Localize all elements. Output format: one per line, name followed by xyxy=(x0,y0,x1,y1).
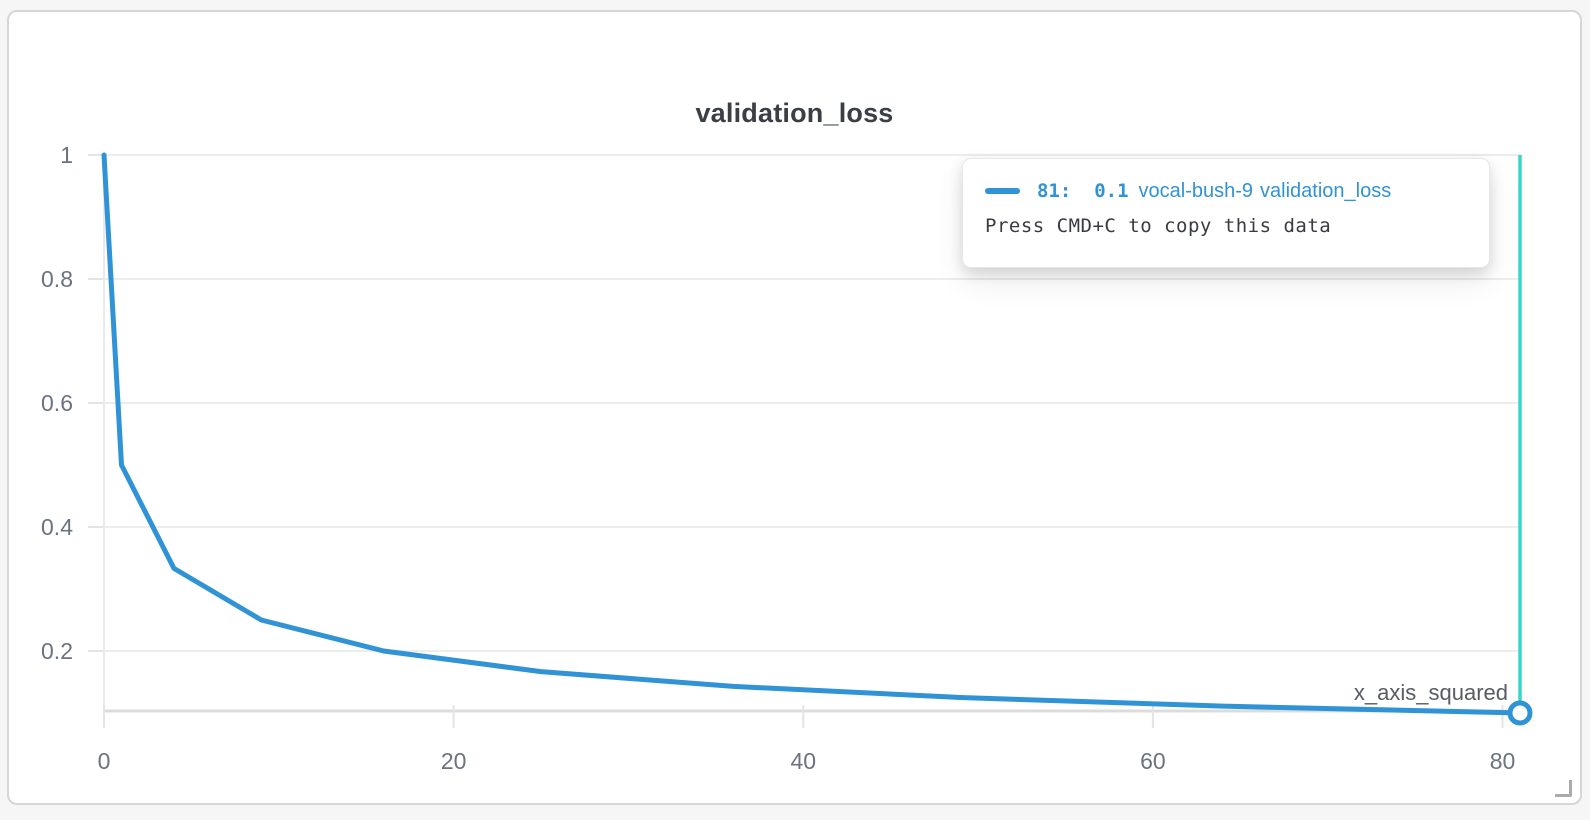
tooltip-run-name: vocal-bush-9 xyxy=(1138,179,1254,202)
series-color-swatch xyxy=(985,188,1020,194)
tooltip-hint: Press CMD+C to copy this data xyxy=(985,215,1332,237)
y-tick-label: 0.4 xyxy=(41,514,73,540)
y-tick-label: 0.8 xyxy=(41,266,73,292)
resize-handle-icon[interactable] xyxy=(1555,780,1572,797)
highlight-point-marker xyxy=(1507,700,1533,726)
hover-tooltip: 81: 0.1 vocal-bush-9 validation_loss Pre… xyxy=(962,158,1490,268)
tooltip-value-row: 81: 0.1 vocal-bush-9 validation_loss xyxy=(985,178,1489,204)
y-tick-label: 0.6 xyxy=(41,390,73,416)
axis-ticks xyxy=(88,154,1504,728)
x-tick-label: 20 xyxy=(441,748,467,774)
y-tick-label: 1 xyxy=(60,142,73,168)
chart-title: validation_loss xyxy=(695,98,894,128)
x-tick-label: 40 xyxy=(790,748,816,774)
series-lines xyxy=(101,152,1523,716)
grid-lines xyxy=(103,154,1520,713)
x-tick-label: 0 xyxy=(98,748,111,774)
y-tick-label: 0.2 xyxy=(41,638,73,664)
tooltip-point-value: 81: 0.1 xyxy=(1037,180,1129,202)
tooltip-metric-name: validation_loss xyxy=(1260,179,1392,202)
series-line xyxy=(101,152,1523,716)
chart-panel[interactable]: validation_loss xyxy=(7,10,1582,805)
x-tick-label: 60 xyxy=(1140,748,1166,774)
x-axis-label: x_axis_squared xyxy=(1354,680,1508,705)
x-tick-label: 80 xyxy=(1490,748,1516,774)
axis-tick-labels: 0.2 0.4 0.6 0.8 1 0 20 40 60 80 xyxy=(41,142,1515,774)
highlight-point xyxy=(1507,700,1533,726)
